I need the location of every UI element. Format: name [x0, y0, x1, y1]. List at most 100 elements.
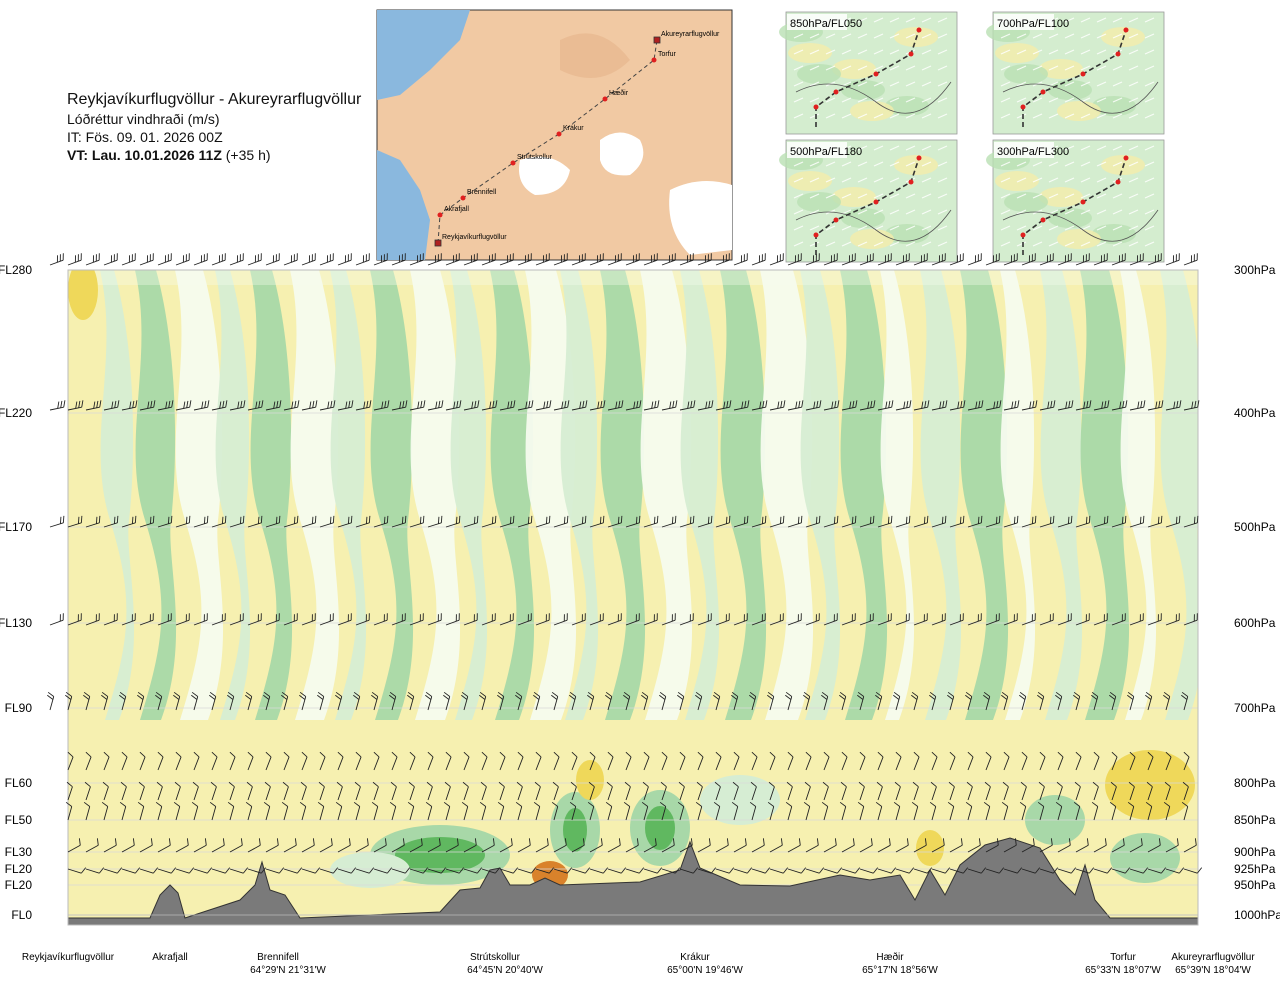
- wind-barb: [1003, 515, 1019, 528]
- wind-barb: [821, 801, 829, 821]
- wind-barb: [733, 515, 749, 528]
- wind-barb: [643, 867, 663, 874]
- wind-barb: [1039, 400, 1056, 411]
- wind-barb: [426, 781, 433, 801]
- wind-barb: [805, 613, 820, 626]
- pressure-label: 800hPa: [1234, 776, 1276, 790]
- wind-barb: [85, 253, 100, 266]
- wind-barb: [677, 801, 685, 821]
- wind-barb: [1039, 613, 1054, 626]
- wind-barb: [499, 515, 515, 528]
- pressure-label: 500hPa: [1234, 520, 1276, 534]
- wind-barb: [247, 400, 264, 411]
- wind-barb: [265, 751, 272, 771]
- wind-barb: [875, 691, 883, 711]
- wind-barb: [1039, 751, 1046, 771]
- inset-label: 700hPa/FL100: [997, 18, 1069, 30]
- wind-barb: [517, 838, 531, 853]
- wind-barb: [859, 400, 876, 411]
- wind-barb: [211, 613, 226, 626]
- map-waypoint-marker: [437, 212, 443, 218]
- wind-barb: [1057, 400, 1074, 411]
- wind-barb: [1003, 751, 1010, 771]
- wind-barb: [1019, 691, 1027, 711]
- wind-barb: [911, 801, 919, 821]
- wind-barb: [589, 838, 603, 853]
- vertical-velocity-band: [370, 270, 414, 720]
- wind-barb: [139, 400, 156, 411]
- wind-barb: [985, 751, 992, 771]
- wind-barb: [517, 867, 537, 874]
- wind-barb: [301, 838, 315, 853]
- wind-barb: [173, 691, 181, 711]
- wind-barb: [445, 613, 460, 626]
- wind-barb: [841, 515, 857, 528]
- wind-barb: [1111, 253, 1126, 266]
- wind-barb: [625, 751, 632, 771]
- wind-barb: [877, 867, 897, 874]
- wind-barb: [893, 691, 901, 711]
- wind-barb: [535, 838, 549, 853]
- valid-time: VT: Lau. 10.01.2026 11Z (+35 h): [67, 146, 361, 164]
- wind-barb: [679, 613, 694, 626]
- wind-barb: [894, 781, 901, 801]
- wind-barb: [445, 751, 452, 771]
- wind-barb: [697, 253, 712, 266]
- wind-barb: [643, 253, 658, 266]
- wind-barb: [157, 867, 177, 874]
- wind-barb: [246, 781, 253, 801]
- wind-barb: [299, 801, 307, 821]
- wind-barb: [1110, 781, 1117, 801]
- vertical-velocity-band: [450, 270, 488, 720]
- wind-barb: [697, 751, 704, 771]
- wind-barb: [821, 691, 829, 711]
- wind-barb: [949, 253, 964, 266]
- wind-barb: [499, 751, 506, 771]
- wind-barb: [695, 691, 703, 711]
- wind-barb: [283, 751, 290, 771]
- wind-barb: [1181, 801, 1189, 821]
- wind-barb: [823, 253, 838, 266]
- route-map: Akureyrarflugvöllur Torfur Hæðir Krákur Strú…: [376, 9, 733, 261]
- issue-time: IT: Fös. 09. 01. 2026 00Z: [67, 129, 223, 145]
- level-inset: 850hPa/FL050: [779, 11, 958, 135]
- wind-barb: [355, 253, 370, 266]
- wind-barb: [931, 400, 948, 411]
- vertical-velocity-band: [410, 270, 461, 720]
- wind-barb: [175, 751, 182, 771]
- inset-label: 500hPa/FL180: [790, 146, 862, 158]
- wind-barb: [175, 867, 195, 874]
- wind-barb: [371, 801, 379, 821]
- wind-barb: [607, 515, 623, 528]
- wind-barb: [1039, 515, 1055, 528]
- wind-barb: [1147, 400, 1164, 411]
- wind-barb: [463, 838, 477, 853]
- wind-barb: [553, 253, 568, 266]
- wind-barb: [931, 613, 946, 626]
- wind-barb: [643, 751, 650, 771]
- wind-barb: [967, 613, 982, 626]
- wind-barb: [769, 515, 785, 528]
- waypoint-coord: 65°17'N 18°56'W: [862, 965, 938, 976]
- wind-barb: [317, 801, 325, 821]
- wind-barb: [1129, 613, 1144, 626]
- wind-barb: [355, 400, 372, 411]
- wind-barb: [1075, 400, 1092, 411]
- wind-barb: [875, 801, 883, 821]
- wind-barb: [533, 691, 541, 711]
- wind-barb: [643, 400, 660, 411]
- wind-barb: [551, 691, 559, 711]
- wind-barb: [803, 801, 811, 821]
- wind-barb: [733, 400, 750, 411]
- wind-barb: [715, 253, 730, 266]
- wind-barb: [715, 515, 731, 528]
- wind-barb: [751, 613, 766, 626]
- wind-barb: [407, 691, 415, 711]
- wind-barb: [731, 691, 739, 711]
- wind-barb: [499, 838, 513, 853]
- wind-barb: [481, 613, 496, 626]
- wind-barb: [1021, 838, 1035, 853]
- waypoint-name: Krákur: [680, 952, 710, 963]
- wind-barb: [1073, 691, 1081, 711]
- vertical-velocity-band: [135, 270, 177, 720]
